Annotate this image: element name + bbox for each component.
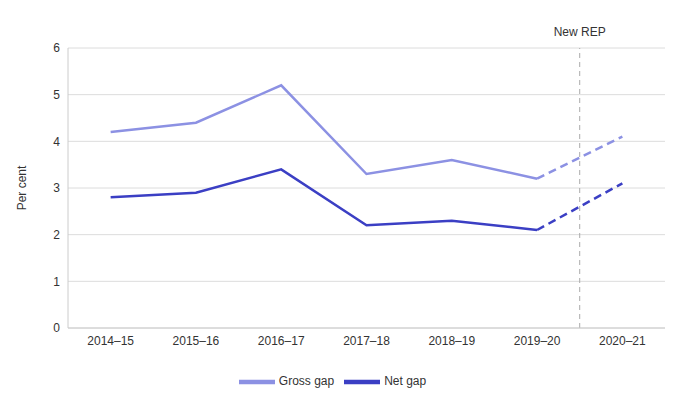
svg-text:2019–20: 2019–20 [514, 334, 561, 348]
svg-text:0: 0 [53, 321, 60, 335]
html-text:Net gap: Net gap [384, 374, 427, 389]
svg-text:New REP: New REP [554, 25, 606, 39]
svg-text:2015–16: 2015–16 [173, 334, 220, 348]
svg-text:1: 1 [53, 275, 60, 289]
svg-text:2016–17: 2016–17 [258, 334, 305, 348]
svg-text:6: 6 [53, 41, 60, 55]
svg-text:2017–18: 2017–18 [343, 334, 390, 348]
svg-text:2014–15: 2014–15 [87, 334, 134, 348]
svg-text:2: 2 [53, 228, 60, 242]
html-text:Gross gap: Gross gap [278, 374, 335, 389]
svg-text:3: 3 [53, 181, 60, 195]
svg-text:4: 4 [53, 135, 60, 149]
svg-text:Per cent: Per cent [15, 165, 29, 210]
svg-text:5: 5 [53, 88, 60, 102]
svg-text:2020–21: 2020–21 [599, 334, 646, 348]
svg-text:2018–19: 2018–19 [428, 334, 475, 348]
